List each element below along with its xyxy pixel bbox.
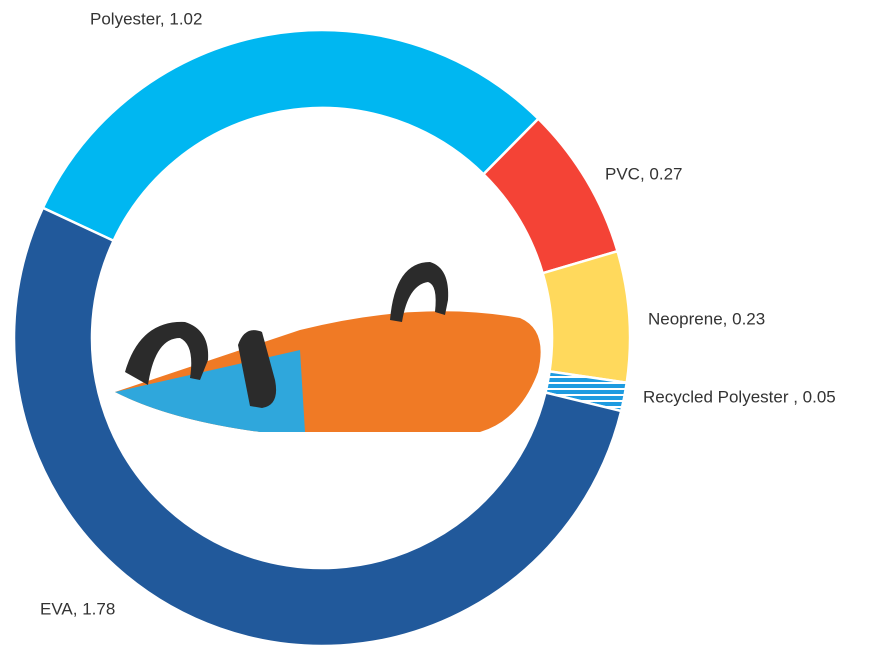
- center-photo: [115, 262, 541, 432]
- footstrap: [125, 321, 209, 385]
- segment-label: Polyester, 1.02: [90, 9, 202, 28]
- footstrap: [390, 262, 449, 322]
- donut-segment: [12, 206, 623, 648]
- segment-label: PVC, 0.27: [605, 164, 683, 183]
- donut-segment: [541, 249, 632, 385]
- segment-label: Recycled Polyester , 0.05: [643, 387, 836, 406]
- donut: [12, 28, 632, 648]
- footstrap: [238, 330, 277, 408]
- donut-segment: [41, 28, 541, 243]
- segment-label: Neoprene, 0.23: [648, 309, 765, 328]
- segment-label: EVA, 1.78: [40, 599, 115, 618]
